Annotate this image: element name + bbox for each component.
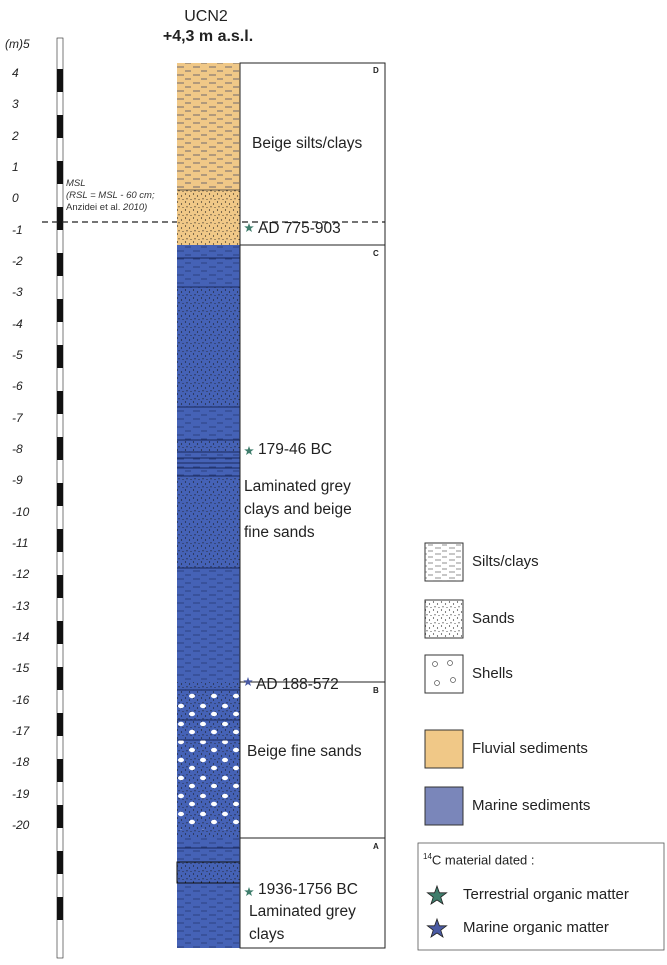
msl-note: MSL (RSL = MSL - 60 cm; Anzidei et al. 2… [66,178,178,214]
unit-a-description: Laminated grey clays [249,903,356,943]
axis-tick-label: -6 [12,379,23,393]
axis-tick-label: -9 [12,473,23,487]
msl-note-title: MSL [66,178,86,189]
axis-tick-label: -19 [12,787,30,801]
terrestrial-star-icon [244,887,254,896]
axis-tick-label: -10 [12,505,30,519]
legend-fluvial-swatch [424,729,464,769]
legend-sands-label: Sands [472,610,515,627]
unit-d-description: Beige silts/clays [252,135,363,152]
axis-tick-label: 4 [12,66,19,80]
legend-shells-swatch [424,654,464,694]
axis-tick-label: -1 [12,223,23,237]
legend-marine-om-label: Marine organic matter [463,919,609,936]
axis-tick-label: -13 [12,599,30,613]
axis-tick-label: -5 [12,348,23,362]
unit-b-description: Beige fine sands [247,743,362,760]
legend-marine-swatch [424,786,464,826]
axis-tick-label: -18 [12,755,30,769]
axis-tick-label: 2 [11,129,19,143]
core-name: UCN2 [184,8,228,25]
axis-tick-label: -11 [12,536,28,550]
axis-tick-label: -2 [12,254,23,268]
legend-dated-box [417,842,665,951]
axis-tick-label: -12 [12,567,30,581]
legend-fluvial-label: Fluvial sediments [472,740,588,757]
legend-swatches [417,542,665,951]
axis-tick-label: 1 [12,160,19,174]
marine-star-icon [243,677,253,686]
axis-tick-label: -4 [12,317,23,331]
legend-marine-label: Marine sediments [472,797,591,814]
axis-tick-label: -15 [12,661,30,675]
unit-boxes: D C B A [239,62,386,949]
date-label-c: 179-46 BC [258,441,333,458]
unit-letter-b: B [373,686,379,695]
terrestrial-star-icon [244,446,254,455]
core-elevation: +4,3 m a.s.l. [162,28,254,45]
axis-ticks: 4 3 2 1 0 -1 -2 -3 -4 -5 -6 -7 -8 -9 -10 -11 -12 -13 -14 -1… [11,66,31,832]
legend-marine-star-icon [426,917,448,938]
date-label-a: 1936-1756 BC [258,881,358,898]
axis-tick-label: -8 [12,442,23,456]
axis-tick-label: 0 [12,191,19,205]
axis-tick-label: 3 [12,97,19,111]
unit-c-description: Laminated grey clays and beige fine sand… [244,478,352,541]
legend-dated-title: 14C material dated : [423,852,535,868]
legend-terrestrial-label: Terrestrial organic matter [463,886,629,903]
axis-tick-label: -7 [12,411,24,425]
unit-letter-c: C [373,249,379,258]
date-label-d: AD 775-903 [258,220,341,237]
msl-note-citation: Anzidei et al. 2010) [66,202,148,213]
axis-tick-label: -17 [12,724,31,738]
core-column [176,63,241,948]
axis-unit-label: (m)5 [5,37,30,51]
date-markers [243,223,254,896]
axis-tick-label: -14 [12,630,30,644]
axis-tick-label: -20 [12,818,30,832]
unit-letter-d: D [373,66,379,75]
legend-terrestrial-star-icon [426,884,448,905]
date-label-b: AD 188-572 [256,676,339,693]
axis-tick-label: -16 [12,693,30,707]
unit-letter-a: A [373,842,379,851]
axis-tick-label: -3 [12,285,23,299]
legend-shells-label: Shells [472,665,513,682]
msl-note-rsl: (RSL = MSL - 60 cm; [66,190,155,201]
depth-scale-bar [56,37,64,959]
terrestrial-star-icon [244,223,254,232]
legend-silts-label: Silts/clays [472,553,539,570]
